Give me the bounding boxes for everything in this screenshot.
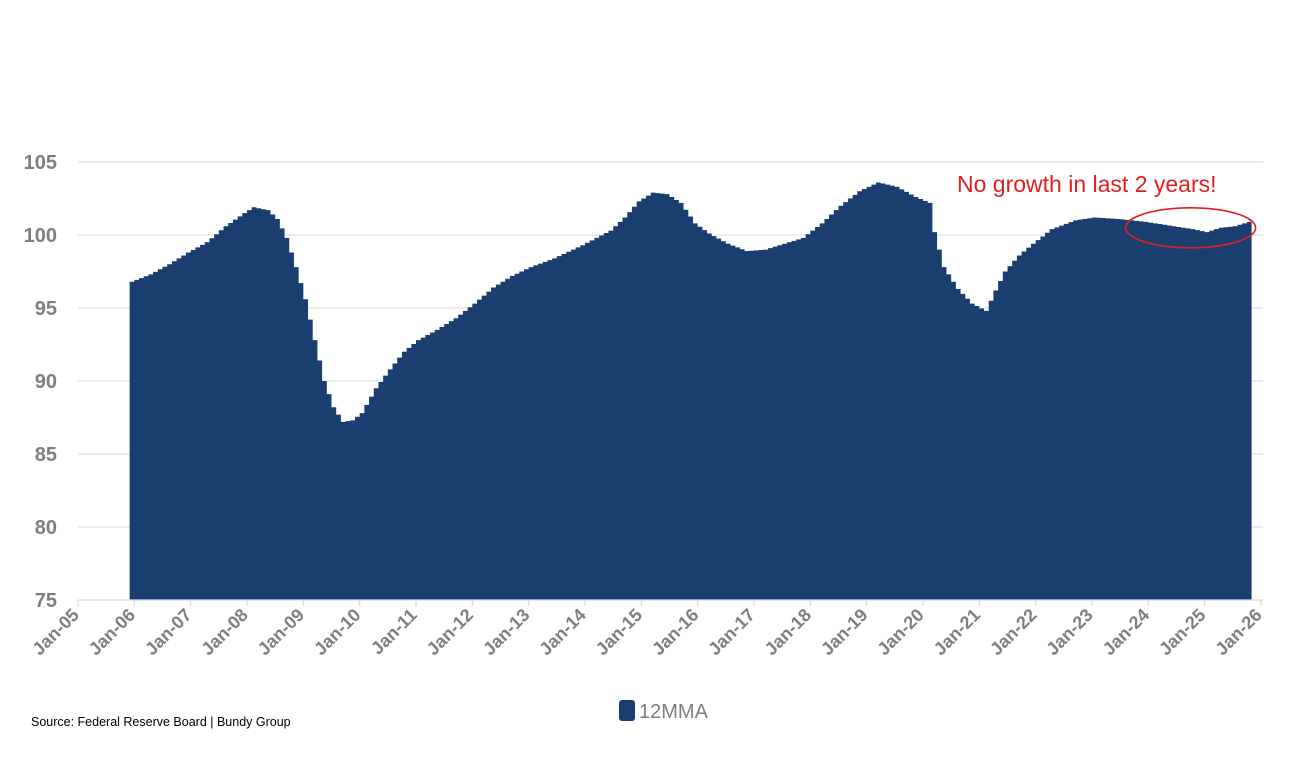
x-tick-label: Jan-09 xyxy=(254,605,308,659)
x-tick-label: Jan-22 xyxy=(986,605,1040,659)
y-tick-label: 100 xyxy=(24,225,57,247)
x-tick-label: Jan-17 xyxy=(704,605,758,659)
y-axis-ticks: 75 80 85 90 95 100 105 xyxy=(24,152,57,612)
x-tick-label: Jan-12 xyxy=(423,605,477,659)
y-tick-label: 95 xyxy=(35,298,57,320)
x-tick-label: Jan-23 xyxy=(1042,605,1096,659)
x-tick-label: Jan-14 xyxy=(535,605,589,659)
x-tick-label: Jan-19 xyxy=(817,605,871,659)
x-tick-label: Jan-15 xyxy=(592,605,646,659)
x-tick-label: Jan-05 xyxy=(28,605,82,659)
legend-label: 12MMA xyxy=(639,701,709,723)
source-note: Source: Federal Reserve Board | Bundy Gr… xyxy=(31,715,291,729)
x-tick-label: Jan-26 xyxy=(1211,605,1265,659)
x-tick-label: Jan-06 xyxy=(85,605,139,659)
series-area-12mma xyxy=(129,182,1252,600)
x-tick-label: Jan-13 xyxy=(479,605,533,659)
x-tick-label: Jan-08 xyxy=(197,605,251,659)
axes xyxy=(77,599,1263,606)
annotation-text: No growth in last 2 years! xyxy=(957,171,1217,197)
x-tick-label: Jan-07 xyxy=(141,605,195,659)
x-tick-label: Jan-20 xyxy=(873,605,927,659)
y-tick-label: 105 xyxy=(24,152,57,174)
annotation-ellipse xyxy=(1124,207,1257,249)
x-tick-label: Jan-25 xyxy=(1155,605,1209,659)
x-axis-ticks: Jan-05 Jan-06 Jan-07 Jan-08 Jan-09 Jan-10 Jan-… xyxy=(28,605,1265,659)
series-area-layer xyxy=(129,182,1252,600)
y-tick-label: 75 xyxy=(35,590,57,612)
y-tick-label: 80 xyxy=(35,517,57,539)
x-tick-label: Jan-18 xyxy=(761,605,815,659)
x-tick-label: Jan-24 xyxy=(1099,605,1153,659)
legend: 12MMA xyxy=(619,700,709,723)
legend-swatch xyxy=(619,700,635,721)
x-tick-label: Jan-21 xyxy=(930,605,984,659)
x-tick-label: Jan-10 xyxy=(310,605,364,659)
x-tick-label: Jan-11 xyxy=(367,605,421,659)
annotation-group: No growth in last 2 years! xyxy=(957,171,1257,249)
y-tick-label: 85 xyxy=(35,444,57,466)
y-tick-label: 90 xyxy=(35,371,57,393)
x-tick-label: Jan-16 xyxy=(648,605,702,659)
